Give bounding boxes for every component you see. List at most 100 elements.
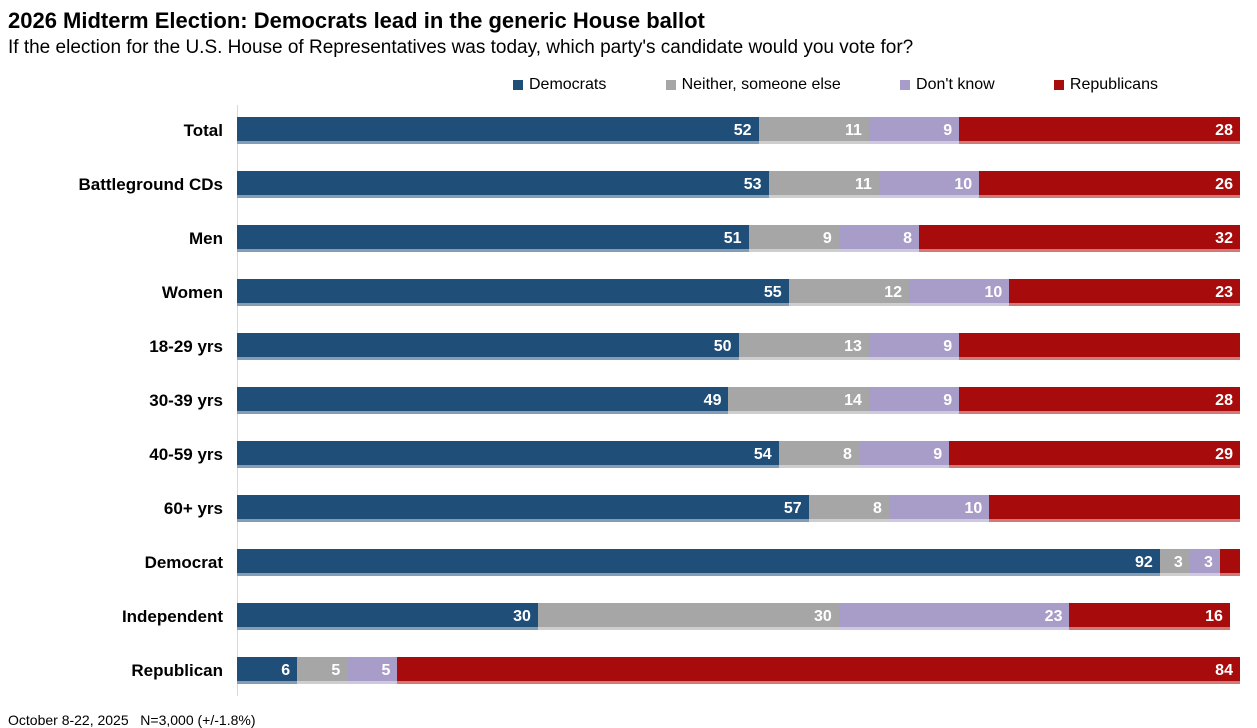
- bar-track: 51 9 8 32: [237, 225, 1240, 253]
- bar-segment-democrats: 30: [237, 603, 538, 631]
- legend-label: Democrats: [529, 76, 607, 94]
- bar-track: 50 13 9: [237, 333, 1240, 361]
- bar-segment-republicans: [959, 333, 1240, 361]
- bar-track: 30 30 23 16: [237, 603, 1230, 631]
- bar-value-label: 10: [964, 500, 983, 518]
- bar-track: 54 8 9 29: [237, 441, 1240, 469]
- category-label: 18-29 yrs: [149, 336, 223, 356]
- bar-segment-democrats: 49: [237, 387, 729, 415]
- legend-swatch-icon: [1053, 80, 1064, 91]
- category-label: Independent: [121, 606, 223, 626]
- chart-title: 2026 Midterm Election: Democrats lead in…: [8, 8, 705, 33]
- bar-value-label: 23: [1215, 284, 1233, 302]
- chart-row-democrat: Democrat 92 3 3: [8, 549, 1240, 577]
- bar-segment-democrats: 53: [237, 171, 769, 199]
- bar-value-label: 53: [743, 176, 762, 194]
- bar-segment-neither-someone-else: 11: [758, 117, 869, 145]
- bar-value-label: 23: [1044, 608, 1063, 626]
- chart-row-60-yrs: 60+ yrs 57 8 10: [8, 495, 1240, 523]
- bar-segment-republicans: 32: [919, 225, 1240, 253]
- bar-segment-don-t-know: 9: [868, 117, 960, 145]
- bar-value-label: 5: [331, 662, 341, 680]
- chart-row-18-29-yrs: 18-29 yrs 50 13 9: [8, 333, 1240, 361]
- bar-value-label: 12: [884, 284, 902, 302]
- bar-value-label: 16: [1205, 608, 1223, 626]
- bar-value-label: 26: [1215, 176, 1233, 194]
- bar-segment-democrats: 6: [237, 657, 298, 685]
- bar-segment-don-t-know: 10: [909, 279, 1010, 307]
- chart-row-30-39-yrs: 30-39 yrs 49 14 9 28: [8, 387, 1240, 415]
- legend-label: Neither, someone else: [681, 76, 841, 94]
- bar-value-label: 51: [723, 230, 742, 248]
- chart-area: Total 52 11 9 28 Battleground CDs 53 11 10 26 Men 5…: [8, 105, 1240, 697]
- bar-value-label: 50: [713, 338, 732, 356]
- bar-value-label: 32: [1215, 230, 1233, 248]
- bar-segment-republicans: 29: [949, 441, 1240, 469]
- bar-segment-neither-someone-else: 8: [808, 495, 889, 523]
- chart-row-republican: Republican 6 5 5 84: [8, 657, 1240, 685]
- legend: Democrats Neither, someone else Don't know…: [513, 75, 1158, 95]
- bar-value-label: 57: [783, 500, 802, 518]
- bar-segment-republicans: [1219, 549, 1240, 577]
- category-label: Republican: [131, 660, 223, 680]
- bar-segment-democrats: 52: [237, 117, 759, 145]
- bar-value-label: 28: [1215, 392, 1233, 410]
- bar-track: 55 12 10 23: [237, 279, 1240, 307]
- bar-value-label: 92: [1134, 554, 1153, 572]
- bar-segment-neither-someone-else: 12: [788, 279, 909, 307]
- legend-item-democrats: Democrats: [513, 76, 606, 94]
- bar-segment-don-t-know: 9: [868, 387, 960, 415]
- category-label: Total: [183, 120, 223, 140]
- bar-segment-democrats: 51: [237, 225, 749, 253]
- bar-track: 53 11 10 26: [237, 171, 1240, 199]
- bar-value-label: 9: [943, 392, 953, 410]
- bar-value-label: 55: [763, 284, 782, 302]
- bar-value-label: 3: [1204, 554, 1213, 572]
- bar-value-label: 11: [844, 122, 862, 140]
- bar-value-label: 13: [844, 338, 862, 356]
- bar-segment-republicans: 26: [979, 171, 1240, 199]
- bar-value-label: 49: [703, 392, 722, 410]
- bar-value-label: 9: [943, 122, 953, 140]
- bar-track: 6 5 5 84: [237, 657, 1240, 685]
- bar-segment-neither-someone-else: 13: [738, 333, 869, 361]
- bar-segment-republicans: 28: [959, 387, 1240, 415]
- bar-value-label: 10: [984, 284, 1003, 302]
- bar-value-label: 10: [954, 176, 973, 194]
- bar-value-label: 29: [1215, 446, 1233, 464]
- bar-track: 49 14 9 28: [237, 387, 1240, 415]
- bar-value-label: 5: [381, 662, 391, 680]
- chart-row-independent: Independent 30 30 23 16: [8, 603, 1240, 631]
- category-label: Women: [161, 282, 223, 302]
- bar-segment-republicans: 23: [1009, 279, 1240, 307]
- bar-segment-neither-someone-else: 11: [768, 171, 879, 199]
- legend-swatch-icon: [900, 80, 911, 91]
- bar-value-label: 52: [733, 122, 752, 140]
- bar-value-label: 9: [822, 230, 832, 248]
- bar-value-label: 30: [513, 608, 531, 626]
- bar-segment-democrats: 57: [237, 495, 809, 523]
- bar-segment-neither-someone-else: 5: [297, 657, 348, 685]
- category-label: 60+ yrs: [163, 498, 223, 518]
- bar-value-label: 9: [943, 338, 953, 356]
- bar-segment-neither-someone-else: 30: [537, 603, 839, 631]
- legend-item-neither-someone-else: Neither, someone else: [665, 76, 841, 94]
- bar-segment-democrats: 92: [237, 549, 1160, 577]
- category-label: 30-39 yrs: [149, 390, 223, 410]
- bar-segment-republicans: 16: [1069, 603, 1230, 631]
- chart-subtitle: If the election for the U.S. House of Re…: [8, 37, 914, 59]
- chart-row-women: Women 55 12 10 23: [8, 279, 1240, 307]
- bar-value-label: 9: [933, 446, 943, 464]
- footnote: October 8-22, 2025 N=3,000 (+/-1.8%): [8, 712, 256, 728]
- category-label: 40-59 yrs: [149, 444, 223, 464]
- bar-value-label: 3: [1173, 554, 1183, 572]
- bar-value-label: 8: [903, 230, 913, 248]
- bar-segment-don-t-know: 3: [1189, 549, 1220, 577]
- bar-value-label: 54: [753, 446, 772, 464]
- bar-segment-don-t-know: 9: [858, 441, 950, 469]
- bar-value-label: 28: [1215, 122, 1233, 140]
- bar-segment-don-t-know: 23: [838, 603, 1070, 631]
- legend-swatch-icon: [665, 80, 676, 91]
- bar-value-label: 11: [854, 176, 872, 194]
